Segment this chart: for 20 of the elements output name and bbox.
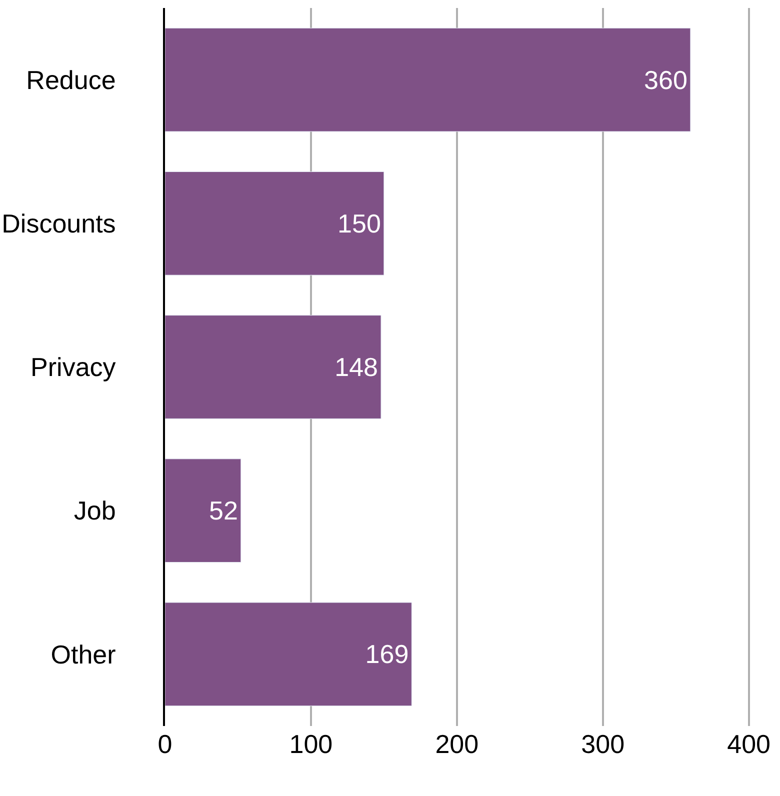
bar xyxy=(165,28,691,132)
x-tick-label: 100 xyxy=(289,729,333,759)
y-tick-label: Reduce xyxy=(26,64,116,95)
x-tick-label: 200 xyxy=(435,729,479,759)
x-tick-label: 0 xyxy=(158,729,172,759)
x-tick-label: 400 xyxy=(727,729,771,759)
data-label: 148 xyxy=(334,352,378,382)
y-tick-label: Other xyxy=(50,639,116,670)
bar xyxy=(165,602,412,706)
x-tick-label: 300 xyxy=(581,729,625,759)
data-label: 169 xyxy=(365,639,409,670)
data-label: 150 xyxy=(338,208,381,238)
bar xyxy=(165,171,384,276)
y-tick-label: Privacy xyxy=(30,352,116,382)
y-tick-label: Job xyxy=(74,496,116,526)
bar xyxy=(165,458,242,563)
bar xyxy=(165,315,382,419)
y-tick-label: Discounts xyxy=(2,208,116,238)
data-label: 360 xyxy=(644,64,688,95)
data-label: 52 xyxy=(208,496,238,526)
